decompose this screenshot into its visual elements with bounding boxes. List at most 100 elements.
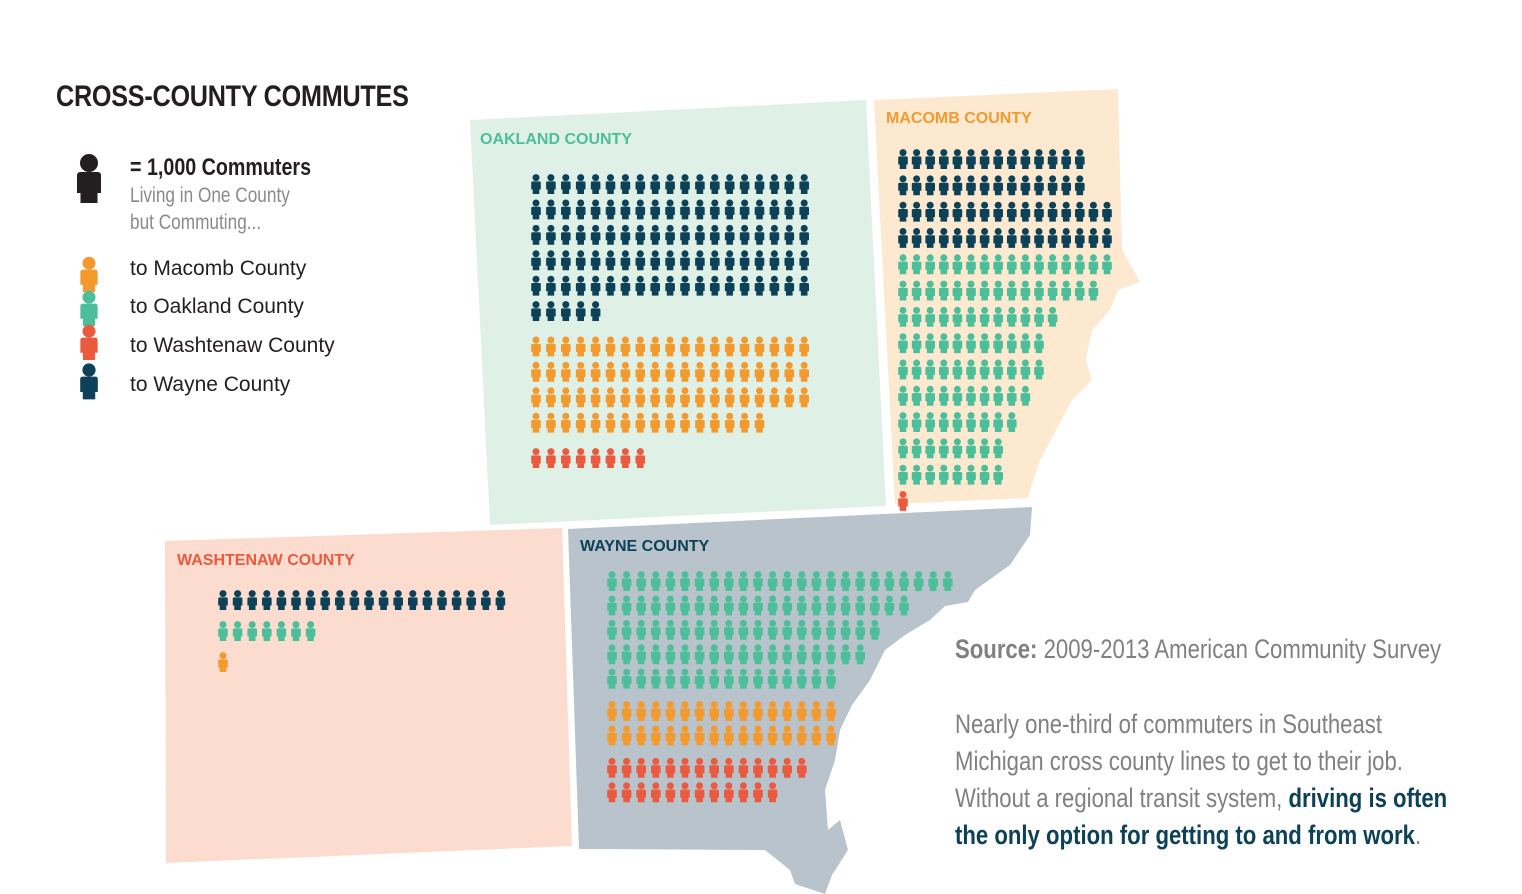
commuter-icon xyxy=(575,224,586,245)
commuter-icon xyxy=(680,725,690,746)
commuter-icon xyxy=(531,412,541,433)
commuter-icon xyxy=(650,275,660,296)
commuter-icon xyxy=(575,336,586,357)
commuter-icon xyxy=(754,174,765,194)
commuter-icon xyxy=(979,333,990,354)
commuter-icon xyxy=(605,250,616,271)
commuter-icon xyxy=(635,361,646,382)
commuter-icon xyxy=(898,333,908,354)
commuter-icon xyxy=(218,652,228,672)
commuter-icon xyxy=(753,619,763,640)
commuter-icon xyxy=(767,619,778,640)
commuter-icon xyxy=(605,412,616,433)
commuter-icon xyxy=(665,250,675,271)
commuter-icon xyxy=(979,149,990,169)
commuter-icon xyxy=(709,725,719,746)
commuter-icon xyxy=(1007,149,1017,169)
commuter-icon xyxy=(979,254,990,275)
oakland-pictogram xyxy=(531,174,809,468)
commuter-icon xyxy=(952,438,963,459)
commuter-icon xyxy=(939,201,949,222)
commuter-icon xyxy=(680,412,690,433)
commuter-icon xyxy=(799,275,809,296)
commuter-icon xyxy=(797,757,807,778)
commuter-icon xyxy=(811,595,822,616)
commuter-icon xyxy=(621,595,632,616)
commuter-icon xyxy=(767,668,778,689)
commuter-icon xyxy=(1020,228,1031,248)
commuter-icon xyxy=(724,701,734,721)
commuter-icon xyxy=(590,336,601,357)
commuter-icon xyxy=(335,590,345,610)
commuter-icon xyxy=(651,644,661,665)
commuter-icon xyxy=(408,590,418,610)
commuter-icon xyxy=(575,448,586,468)
commuter-icon xyxy=(680,224,690,245)
commuter-icon xyxy=(966,254,976,275)
commuter-icon xyxy=(680,619,690,640)
commuter-icon xyxy=(531,361,541,382)
commuter-icon xyxy=(738,668,749,689)
commuter-icon xyxy=(811,644,822,665)
commuter-icon xyxy=(605,448,616,468)
commuter-icon xyxy=(925,254,935,275)
commuter-icon xyxy=(694,782,705,803)
commuter-icon xyxy=(898,175,908,196)
commuter-icon xyxy=(636,701,646,721)
commuter-icon xyxy=(966,306,976,327)
commuter-icon xyxy=(291,590,301,610)
commuter-icon xyxy=(739,250,750,271)
commuter-icon xyxy=(784,250,795,271)
legend-item-macomb: to Macomb County xyxy=(130,257,307,280)
commuter-icon xyxy=(870,571,880,591)
commuter-icon xyxy=(680,782,690,803)
commuter-icon xyxy=(531,387,541,408)
commuter-icon xyxy=(636,619,646,640)
commuter-icon xyxy=(635,412,646,433)
commuter-icon xyxy=(784,336,795,357)
commuter-icon xyxy=(797,595,807,616)
commuter-icon xyxy=(1020,359,1031,380)
commuter-icon xyxy=(799,174,809,194)
commuter-icon xyxy=(993,333,1003,354)
legend: = 1,000 Commuters Living in One County b… xyxy=(74,150,374,410)
commuter-icon xyxy=(724,250,735,271)
commuter-icon xyxy=(797,725,807,746)
commuter-icon xyxy=(966,149,976,169)
commuter-icon xyxy=(607,571,617,591)
commuter-icon xyxy=(911,412,922,432)
commuter-icon xyxy=(898,464,908,485)
commuter-icon xyxy=(437,590,447,610)
commuter-icon xyxy=(1075,254,1085,275)
commuter-icon xyxy=(911,254,922,275)
commuter-icon xyxy=(694,571,705,591)
commuter-icon xyxy=(695,412,705,433)
commuter-icon xyxy=(710,387,720,408)
commuter-icon xyxy=(680,387,690,408)
commuter-icon xyxy=(911,149,922,169)
commuter-icon xyxy=(966,385,976,406)
commuter-icon xyxy=(979,306,990,327)
commuter-icon xyxy=(826,668,836,689)
commuter-icon xyxy=(966,438,976,459)
commuter-icon xyxy=(769,336,780,357)
commuter-icon xyxy=(782,757,792,778)
commuter-icon xyxy=(979,280,990,301)
commuter-icon xyxy=(966,412,976,432)
commuter-icon xyxy=(1007,385,1017,406)
commuter-icon xyxy=(590,250,601,271)
commuter-icon xyxy=(898,280,908,301)
commuter-icon xyxy=(739,174,750,194)
commuter-icon xyxy=(621,619,632,640)
commuter-icon xyxy=(605,336,616,357)
commuter-icon xyxy=(952,254,963,275)
commuter-icon xyxy=(724,174,735,194)
commuter-icon xyxy=(1034,201,1044,222)
commuter-icon xyxy=(1020,201,1031,222)
commuter-icon xyxy=(451,590,462,610)
commuter-icon xyxy=(575,275,586,296)
macomb-swatch-icon xyxy=(80,256,98,292)
commuter-icon xyxy=(635,448,646,468)
commuter-icon xyxy=(811,725,822,746)
macomb-pictogram xyxy=(898,149,1112,511)
